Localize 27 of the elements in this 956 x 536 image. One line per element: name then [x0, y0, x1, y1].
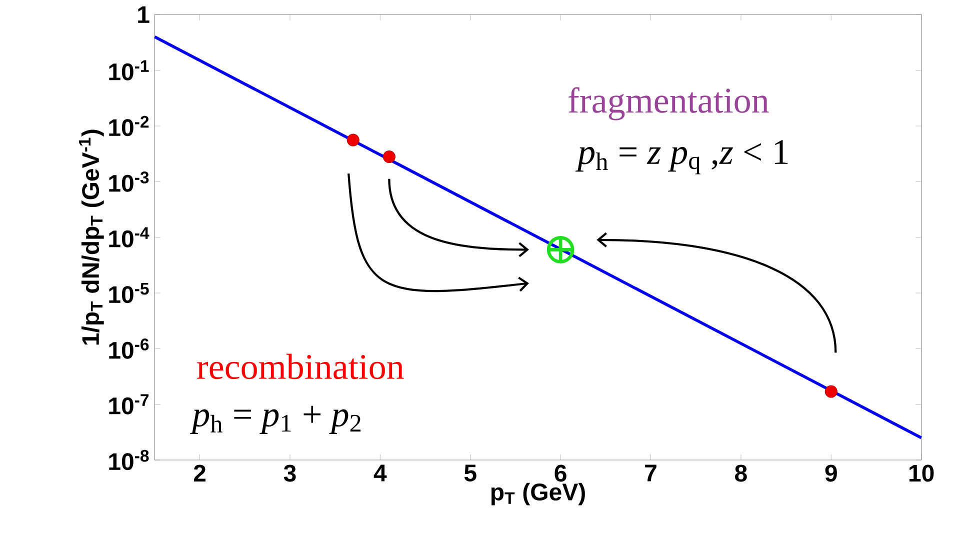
y-tick-label: 10$^{-1}$	[109, 60, 149, 80]
point	[382, 150, 396, 164]
x-tick-label: 8	[735, 464, 747, 482]
point	[824, 385, 838, 398]
y-tick-label: 10$^{-3}$	[109, 172, 149, 192]
x-tick-label: 9	[825, 464, 837, 482]
x-tick-label: 7	[645, 464, 656, 482]
point	[346, 134, 360, 146]
x-tick-label: 6	[554, 464, 566, 482]
annotation: p$_{h}$ = z p$_{q}$ ,z < 1	[575, 140, 788, 174]
y-tick-label: 10$^{-2}$	[109, 116, 149, 136]
x-tick-label: 10	[910, 464, 934, 482]
x-tick-label: 4	[374, 464, 387, 482]
x-tick-label: 5	[464, 464, 476, 482]
y-axis-title: 1/p$_{T}$ dN/dp$_{T}$ (GeV$^{-1}$)	[78, 130, 104, 345]
annotation: fragmentation	[568, 87, 769, 120]
x-axis-title: p$_{T}$ (GeV)	[491, 482, 585, 506]
x-tick-label: 3	[284, 464, 296, 482]
y-tick-label: 10$^{-6}$	[109, 338, 149, 359]
y-tick-label: 10$^{-7}$	[109, 394, 149, 414]
x-tick-label: 2	[194, 464, 206, 482]
y-tick-label: 10$^{-5}$	[109, 282, 149, 304]
y-tick-label: 1	[138, 6, 150, 23]
annotation: p$_{h}$ = p$_{1}$ + p$_{2}$	[190, 406, 360, 434]
y-tick-label: 10$^{-8}$	[109, 450, 149, 470]
annotation: recombination	[197, 354, 404, 380]
y-tick-label: 10$^{-4}$	[109, 227, 150, 248]
